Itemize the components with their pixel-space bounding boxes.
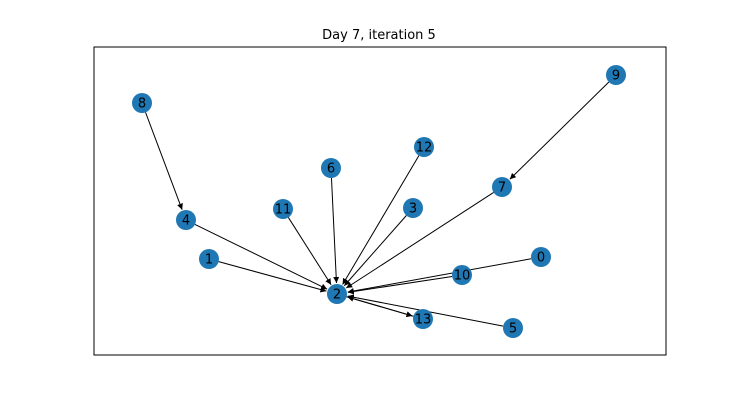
node-8: 8	[132, 93, 152, 113]
node-13: 13	[413, 309, 433, 329]
node-circle	[452, 265, 472, 285]
node-4: 4	[176, 210, 196, 230]
node-label: 4	[182, 214, 190, 229]
node-circle	[273, 199, 293, 219]
edge-6-to-2	[330, 177, 340, 284]
edges-layer	[145, 81, 610, 327]
node-11: 11	[273, 199, 293, 219]
node-0: 0	[531, 247, 551, 267]
node-label: 7	[498, 181, 506, 196]
node-6: 6	[321, 158, 341, 178]
edge-12-to-2	[342, 155, 420, 285]
edge-10-to-2	[347, 276, 453, 295]
node-5: 5	[503, 318, 523, 338]
node-circle	[176, 210, 196, 230]
node-label: 9	[612, 69, 620, 84]
node-label: 2	[333, 288, 341, 303]
node-circle	[321, 158, 341, 178]
node-label: 12	[416, 141, 433, 156]
node-circle	[199, 249, 219, 269]
node-label: 10	[454, 269, 471, 284]
node-label: 5	[509, 322, 517, 337]
edge-1-to-2	[218, 261, 327, 293]
node-circle	[413, 309, 433, 329]
edge-3-to-2	[343, 215, 407, 287]
node-10: 10	[452, 265, 472, 285]
node-2: 2	[327, 284, 347, 304]
node-circle	[414, 137, 434, 157]
edge-11-to-2	[287, 217, 332, 285]
edge-9-to-7	[509, 81, 610, 180]
node-label: 6	[327, 162, 335, 177]
edge-0-to-2	[347, 258, 532, 294]
node-1: 1	[199, 249, 219, 269]
node-label: 11	[275, 203, 292, 218]
node-circle	[606, 65, 626, 85]
edge-4-to-2	[194, 223, 328, 290]
node-7: 7	[492, 177, 512, 197]
node-label: 3	[409, 202, 417, 217]
node-circle	[503, 318, 523, 338]
node-circle	[403, 198, 423, 218]
edge-7-to-2	[345, 192, 494, 289]
edge-8-to-4	[145, 112, 183, 210]
node-circle	[327, 284, 347, 304]
node-label: 0	[537, 251, 545, 266]
node-circle	[492, 177, 512, 197]
node-3: 3	[403, 198, 423, 218]
node-12: 12	[414, 137, 434, 157]
plot-frame	[93, 46, 667, 356]
node-circle	[132, 93, 152, 113]
node-label: 1	[205, 253, 213, 268]
plot-title: Day 7, iteration 5	[322, 28, 436, 43]
node-9: 9	[606, 65, 626, 85]
node-circle	[531, 247, 551, 267]
node-label: 13	[415, 313, 432, 328]
node-label: 8	[138, 97, 146, 112]
edge-13-to-2	[347, 295, 414, 317]
